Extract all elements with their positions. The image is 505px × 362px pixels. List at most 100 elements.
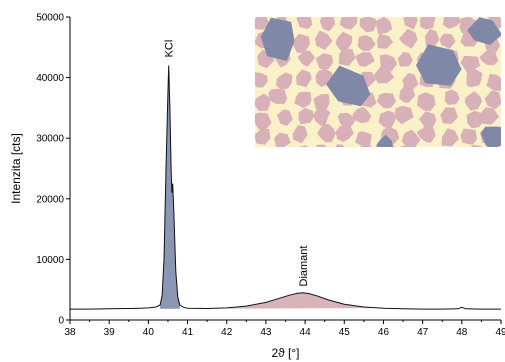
x-tick-label: 43 [260, 327, 272, 338]
inset-grain [394, 105, 414, 125]
inset-grain [467, 17, 501, 45]
inset-grain [470, 144, 482, 147]
inset-grain [440, 107, 458, 124]
inset-grain [359, 145, 373, 147]
inset-grain [326, 65, 371, 107]
inset-grain [335, 125, 354, 142]
diffraction-line [70, 65, 501, 310]
inset-grain [357, 35, 376, 51]
inset-grain [337, 112, 356, 131]
inset-grain [255, 112, 272, 131]
inset-grain [313, 94, 330, 110]
inset-grain [297, 50, 316, 67]
inset-grain [416, 44, 462, 86]
x-tick-label: 42 [221, 327, 233, 338]
inset-grain [255, 17, 270, 30]
y-tick-label: 30000 [36, 134, 64, 145]
inset-grain [294, 91, 312, 108]
x-tick-label: 46 [378, 327, 390, 338]
inset-grain [292, 33, 310, 53]
x-tick-label: 39 [104, 327, 116, 338]
inset-grain [480, 126, 501, 147]
inset-grain [255, 129, 271, 145]
inset-grain [319, 17, 336, 32]
y-tick-label: 40000 [36, 73, 64, 84]
inset-grain [376, 92, 396, 109]
y-tick-label: 20000 [36, 194, 64, 205]
y-tick-label: 50000 [36, 13, 64, 24]
inset-grain [480, 107, 500, 125]
inset-grain [379, 54, 398, 72]
inset-grain [277, 109, 293, 126]
inset-grain [316, 144, 327, 147]
inset-grain [460, 128, 478, 145]
x-tick-label: 48 [456, 327, 468, 338]
inset-grain [416, 92, 436, 112]
inset-grain [255, 93, 271, 111]
x-tick-label: 49 [495, 327, 505, 338]
inset-grain [441, 128, 459, 147]
inset-grain [260, 146, 262, 147]
inset-grain [416, 124, 436, 143]
inset-grain [486, 74, 501, 91]
inset-grain [466, 110, 486, 129]
x-tick-label: 45 [339, 327, 351, 338]
annotations: KCl Diamant [164, 40, 310, 287]
inset-grain [296, 17, 313, 30]
inset-grain [439, 33, 456, 49]
inset-grain [260, 17, 295, 62]
inset-grain [378, 110, 396, 128]
x-tick-label: 41 [182, 327, 194, 338]
x-axis-title: 2ϑ [°] [271, 346, 299, 360]
inset-grain [399, 144, 414, 147]
inset-grain [335, 144, 345, 147]
inset-grain [255, 72, 268, 88]
inset-grain [466, 69, 483, 88]
inset-grain [399, 85, 416, 103]
inset-grain [401, 129, 421, 147]
inset-grain [339, 17, 358, 30]
inset-grain [442, 17, 462, 29]
inset-grain [275, 72, 293, 90]
inset-grain [373, 66, 395, 84]
inset-grain [352, 106, 372, 124]
inset-grain [375, 17, 393, 35]
inset-grain [397, 52, 413, 67]
inset-grain [460, 55, 481, 74]
y-axis: 0 10000 20000 30000 40000 50000 [36, 13, 70, 327]
y-axis-title: Intenzita [cts] [9, 133, 23, 204]
inset-grain [268, 88, 288, 105]
inset-grain [419, 111, 437, 129]
inset-grain [317, 123, 336, 143]
inset-grain [479, 48, 499, 66]
inset-grain [292, 125, 308, 144]
inset-grain [355, 131, 372, 146]
inset-grain [314, 30, 333, 50]
inset-grain [339, 48, 356, 66]
x-tick-label: 47 [417, 327, 429, 338]
inset-grain [359, 17, 376, 33]
inset-grain [297, 145, 309, 147]
inset-grain [424, 29, 440, 47]
annotation-label: KCl [164, 40, 176, 58]
inset-grain [354, 52, 375, 67]
y-tick-label: 0 [58, 316, 64, 327]
inset-grain [444, 89, 460, 105]
inset-grain [335, 31, 353, 51]
y-tick-label: 10000 [36, 255, 64, 266]
inset-grain [313, 106, 331, 126]
inset-grain [464, 91, 482, 111]
x-axis: 38 39 40 41 42 43 44 45 46 47 48 49 [64, 320, 505, 338]
inset-grain [419, 17, 436, 30]
inset-grain [315, 53, 334, 69]
inset-grains [255, 17, 501, 147]
inset-grain [403, 17, 418, 30]
microstructure-inset-image [255, 17, 501, 147]
inset-grain [376, 134, 394, 147]
inset-grain [274, 132, 291, 147]
x-tick-label: 44 [300, 327, 312, 338]
inset-grain [399, 28, 418, 49]
x-tick-label: 38 [64, 327, 76, 338]
annotation-label: Diamant [298, 246, 310, 287]
